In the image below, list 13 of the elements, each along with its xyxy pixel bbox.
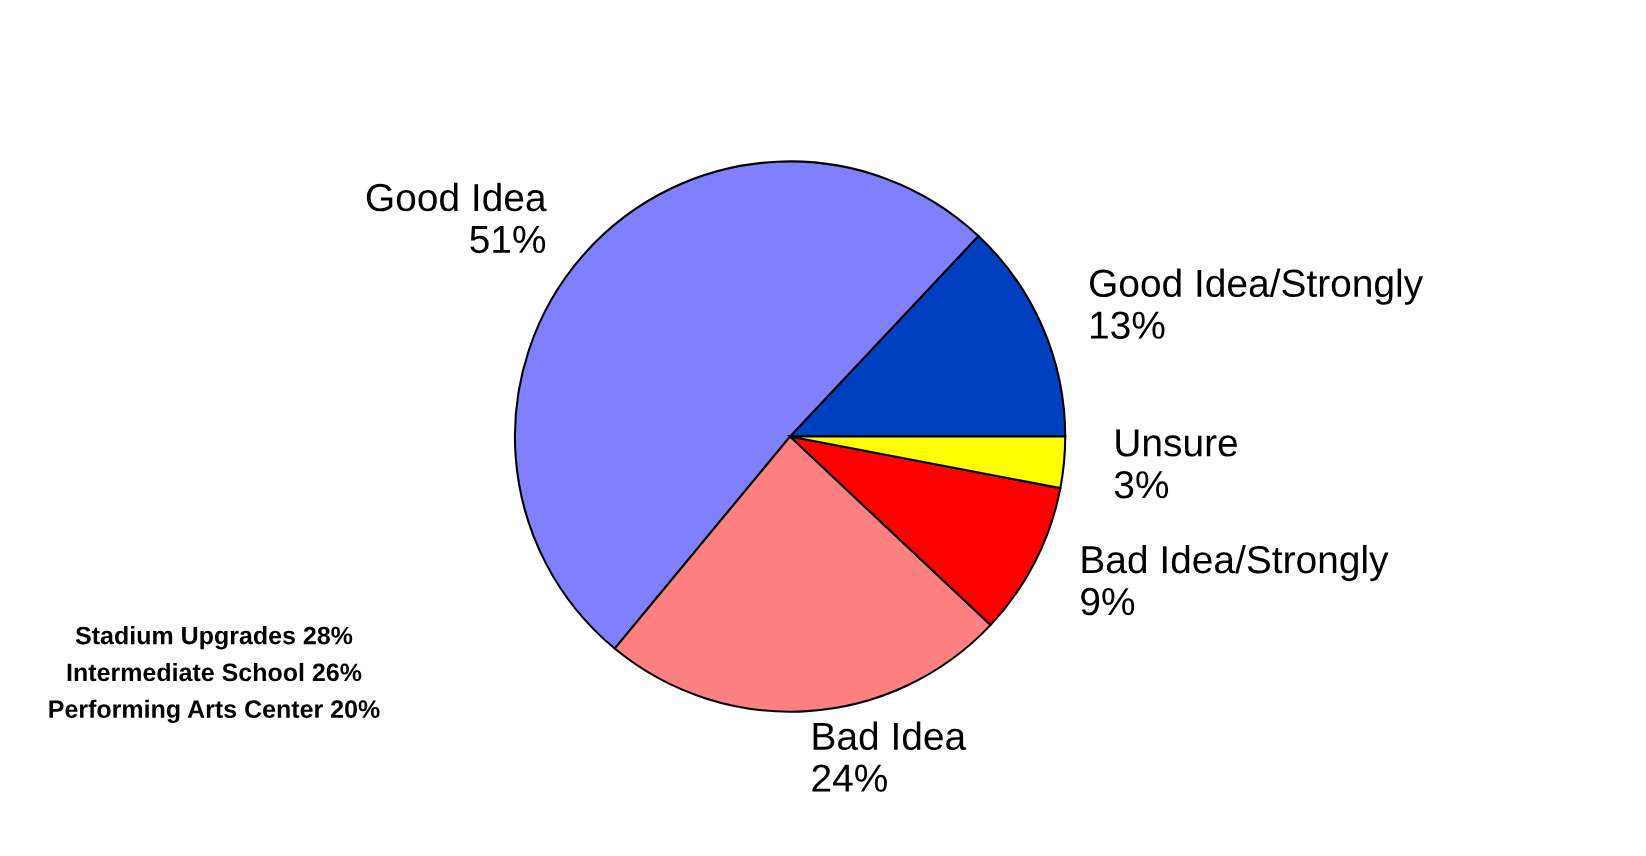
slice-label: Good Idea bbox=[366, 182, 547, 212]
text: Intermediate School 26% bbox=[67, 662, 362, 682]
data-label: 3% bbox=[1114, 470, 1169, 499]
text: Performing Arts Center 20% bbox=[49, 699, 380, 724]
slice-label: Bad Idea bbox=[813, 721, 967, 751]
data-label: 13% bbox=[1091, 311, 1165, 339]
data-label: 24% bbox=[812, 764, 887, 792]
text: Stadium Upgrades 28% bbox=[75, 626, 353, 650]
slice-label: Bad Idea/Strongly bbox=[1082, 544, 1389, 582]
data-label: 51% bbox=[470, 225, 546, 254]
slice-label: Unsure bbox=[1116, 429, 1237, 457]
data-label: 9% bbox=[1081, 587, 1135, 616]
slice-label: Good Idea/Strongly bbox=[1090, 268, 1424, 305]
